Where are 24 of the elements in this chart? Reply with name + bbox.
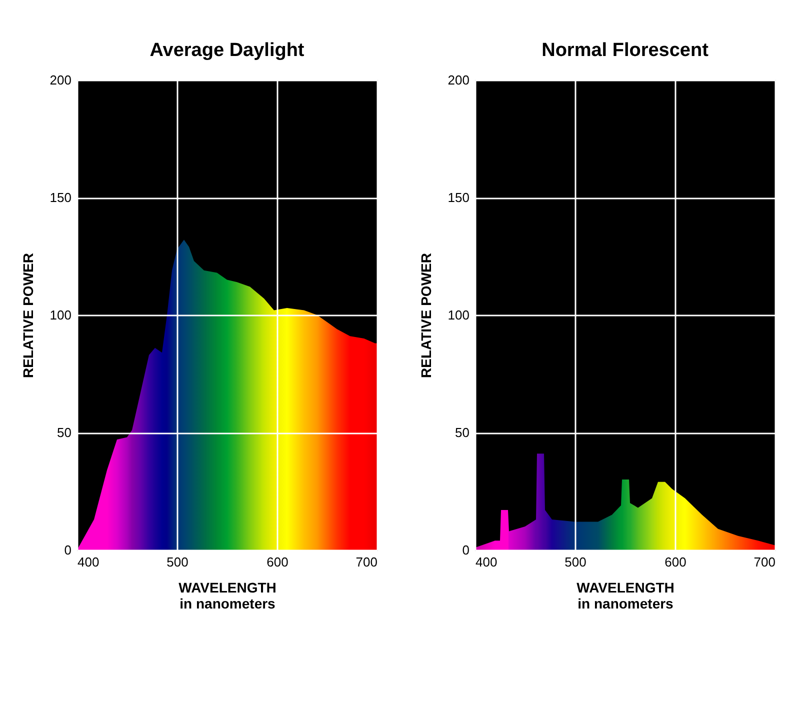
x-tick-label: 400 — [78, 554, 100, 570]
y-axis-title: RELATIVE POWER — [418, 253, 434, 378]
y-tick-label: 0 — [64, 542, 72, 558]
x-axis-title: WAVELENGTH in nanometers — [576, 580, 674, 612]
y-tick-label: 200 — [448, 72, 470, 88]
x-tick-label: 400 — [476, 554, 498, 570]
chart-title: Average Daylight — [150, 40, 305, 61]
x-axis-title: WAVELENGTH in nanometers — [178, 580, 276, 612]
y-tick-label: 150 — [50, 190, 72, 205]
x-tick-label: 700 — [356, 554, 378, 570]
x-tick-label: 500 — [564, 554, 586, 570]
x-tick-label: 600 — [664, 554, 686, 570]
x-tick-label: 600 — [266, 554, 288, 570]
y-tick-label: 150 — [448, 190, 470, 205]
y-tick-label: 100 — [448, 308, 470, 322]
chart-title: Normal Florescent — [542, 40, 710, 61]
y-tick-label: 0 — [462, 542, 470, 558]
y-axis-title: RELATIVE POWER — [20, 253, 36, 378]
x-tick-label: 700 — [754, 554, 776, 570]
y-tick-label: 50 — [57, 425, 72, 440]
y-tick-label: 50 — [455, 425, 470, 440]
y-tick-label: 100 — [50, 308, 72, 322]
y-tick-label: 200 — [50, 72, 72, 88]
x-tick-label: 500 — [166, 554, 188, 570]
